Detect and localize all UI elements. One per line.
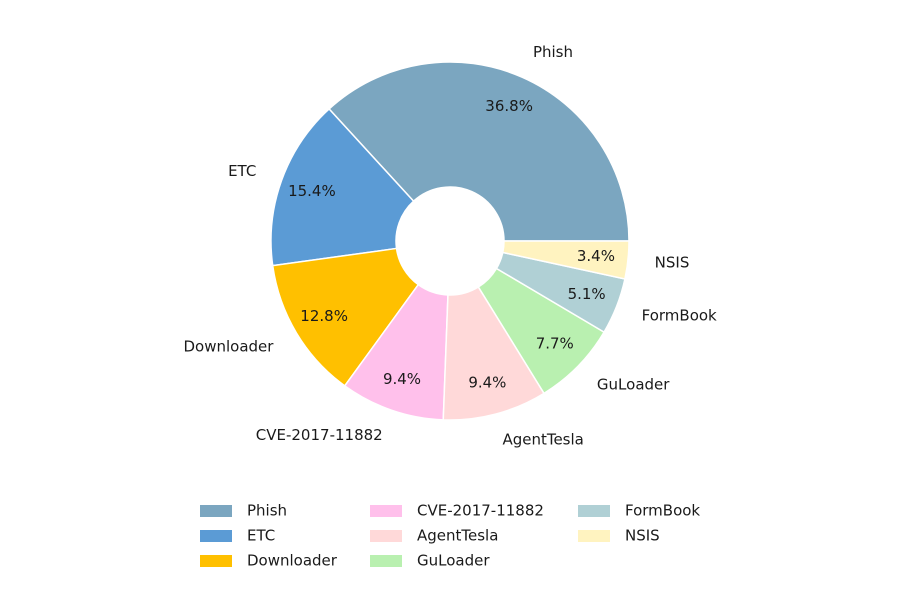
value-label: 9.4% <box>383 370 421 388</box>
value-label: 12.8% <box>300 307 348 325</box>
wedge <box>328 61 630 242</box>
category-label: ETC <box>228 162 256 180</box>
category-label: Phish <box>533 43 573 61</box>
value-label: 15.4% <box>288 182 336 200</box>
legend-swatch <box>370 505 402 517</box>
legend-label: NSIS <box>625 527 660 545</box>
value-label: 9.4% <box>468 373 506 391</box>
category-label: AgentTesla <box>502 431 583 449</box>
legend-swatch <box>200 555 232 567</box>
legend-label: GuLoader <box>417 552 490 570</box>
legend-label: AgentTesla <box>417 527 498 545</box>
wedge <box>270 107 415 267</box>
value-label: 7.7% <box>536 334 574 352</box>
category-label: Downloader <box>184 337 275 355</box>
legend-swatch <box>578 530 610 542</box>
wedge <box>271 247 420 387</box>
legend-label: Phish <box>247 502 287 520</box>
legend-label: CVE-2017-11882 <box>417 502 544 520</box>
legend-label: Downloader <box>247 552 338 570</box>
value-label: 3.4% <box>577 247 615 265</box>
category-label: NSIS <box>655 253 690 271</box>
legend-swatch <box>370 530 402 542</box>
wedge <box>501 240 630 280</box>
legend-label: FormBook <box>625 502 700 520</box>
category-label: FormBook <box>642 307 717 325</box>
category-label: CVE-2017-11882 <box>256 426 383 444</box>
value-label: 5.1% <box>568 285 606 303</box>
legend-swatch <box>200 530 232 542</box>
legend-label: ETC <box>247 527 275 545</box>
legend-swatch <box>200 505 232 517</box>
category-label: GuLoader <box>597 376 670 394</box>
legend-swatch <box>578 505 610 517</box>
value-label: 36.8% <box>485 97 533 115</box>
legend-swatch <box>370 555 402 567</box>
